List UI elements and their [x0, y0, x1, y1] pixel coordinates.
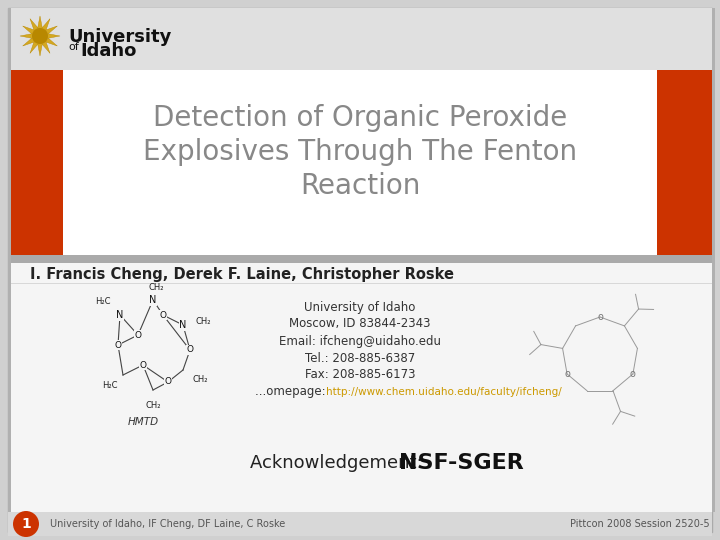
Bar [8, 70, 63, 255]
Bar [8, 512, 712, 536]
Text: N: N [117, 310, 124, 320]
Bar [8, 8, 712, 70]
Text: Idaho: Idaho [80, 42, 136, 60]
Text: Fax: 208-885-6173: Fax: 208-885-6173 [305, 368, 415, 381]
Polygon shape [45, 26, 58, 34]
Text: University: University [68, 28, 171, 46]
Circle shape [32, 28, 48, 44]
Text: Detection of Organic Peroxide: Detection of Organic Peroxide [153, 104, 567, 132]
Text: CH₂: CH₂ [192, 375, 208, 384]
Polygon shape [37, 16, 42, 29]
Polygon shape [30, 42, 38, 53]
Bar [8, 8, 11, 512]
Text: Reaction: Reaction [300, 172, 420, 200]
Text: O: O [186, 346, 194, 354]
Polygon shape [45, 38, 58, 46]
Text: 1: 1 [21, 517, 31, 531]
Polygon shape [22, 38, 35, 46]
Circle shape [13, 511, 39, 537]
Bar [63, 70, 657, 255]
Text: O: O [114, 341, 122, 349]
Polygon shape [22, 26, 35, 34]
Text: University of Idaho, IF Cheng, DF Laine, C Roske: University of Idaho, IF Cheng, DF Laine,… [50, 519, 285, 529]
Text: o: o [630, 369, 636, 379]
Text: CH₂: CH₂ [148, 284, 163, 293]
Text: O: O [135, 330, 142, 340]
Text: N: N [149, 295, 157, 305]
Polygon shape [20, 33, 32, 38]
Text: HMTD: HMTD [127, 417, 158, 427]
Bar [657, 70, 712, 255]
Text: I. Francis Cheng, Derek F. Laine, Christopher Roske: I. Francis Cheng, Derek F. Laine, Christ… [30, 267, 454, 281]
Text: ...omepage:: ...omepage: [255, 386, 329, 399]
Text: Pittcon 2008 Session 2520-5: Pittcon 2008 Session 2520-5 [570, 519, 710, 529]
Text: O: O [160, 310, 166, 320]
Text: O: O [164, 377, 171, 387]
Text: Tel.: 208-885-6387: Tel.: 208-885-6387 [305, 352, 415, 365]
Text: o: o [597, 312, 603, 322]
Text: Moscow, ID 83844-2343: Moscow, ID 83844-2343 [289, 318, 431, 330]
Text: o: o [564, 369, 570, 379]
Text: H₂C: H₂C [95, 298, 111, 307]
Text: O: O [140, 361, 146, 369]
Text: CH₂: CH₂ [145, 401, 161, 409]
Text: University of Idaho: University of Idaho [305, 300, 415, 314]
Text: H₂C: H₂C [102, 381, 118, 389]
Text: of: of [68, 42, 78, 52]
Text: N: N [179, 320, 186, 330]
Bar [712, 8, 715, 512]
Text: Acknowledgement:: Acknowledgement: [250, 454, 428, 472]
Text: http://www.chem.uidaho.edu/faculty/ifcheng/: http://www.chem.uidaho.edu/faculty/ifche… [326, 387, 562, 397]
Text: NSF-SGER: NSF-SGER [399, 453, 523, 473]
Polygon shape [42, 19, 50, 31]
Text: Email: ifcheng@uidaho.edu: Email: ifcheng@uidaho.edu [279, 334, 441, 348]
Text: CH₂: CH₂ [195, 318, 211, 327]
Polygon shape [30, 19, 38, 31]
Text: Explosives Through The Fenton: Explosives Through The Fenton [143, 138, 577, 166]
Polygon shape [37, 44, 42, 56]
Polygon shape [48, 33, 60, 38]
Bar [8, 263, 712, 516]
Bar [8, 255, 712, 263]
Polygon shape [42, 42, 50, 53]
